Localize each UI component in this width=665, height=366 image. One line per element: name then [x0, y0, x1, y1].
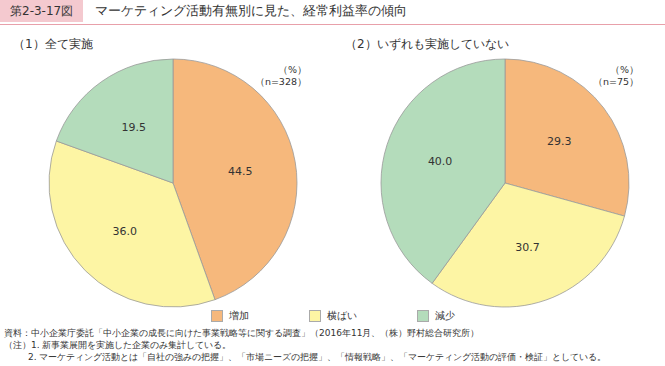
- html-text:減少: 減少: [434, 310, 455, 321]
- html-text:（2）いずれも実施していない: （2）いずれも実施していない: [345, 37, 509, 51]
- svg-text:30.7: 30.7: [515, 241, 540, 254]
- html-text:増加: 増加: [228, 310, 249, 321]
- html-text:（n=75）: （n=75）: [592, 76, 639, 87]
- html-text:横ばい: 横ばい: [326, 310, 357, 321]
- svg-text:44.5: 44.5: [228, 165, 253, 178]
- html-text:（注）1. 新事業展開を実施した企業のみ集計している。: （注）1. 新事業展開を実施した企業のみ集計している。: [4, 340, 232, 350]
- svg-text:40.0: 40.0: [428, 155, 453, 168]
- html-text:第2-3-17図: 第2-3-17図: [10, 4, 74, 18]
- html-text:（1）全て実施: （1）全て実施: [13, 37, 93, 51]
- svg-text:36.0: 36.0: [113, 225, 138, 238]
- svg-text:19.5: 19.5: [122, 121, 147, 134]
- svg-text:29.3: 29.3: [547, 135, 572, 148]
- html-text:資料：中小企業庁委託「中小企業の成長に向けた事業戦略等に関す: 資料：中小企業庁委託「中小企業の成長に向けた事業戦略等に関する調査」（2016年…: [4, 328, 480, 338]
- html-text:（n=328）: （n=328）: [254, 76, 307, 87]
- html-text:マーケティング活動有無別に見た、経常利益率の傾向: マーケティング活動有無別に見た、経常利益率の傾向: [95, 3, 408, 18]
- html-text:2. マーケティング活動とは「自社の強みの把握」、「市場ニー: 2. マーケティング活動とは「自社の強みの把握」、「市場ニーズの把握」、「情報戦…: [28, 352, 607, 362]
